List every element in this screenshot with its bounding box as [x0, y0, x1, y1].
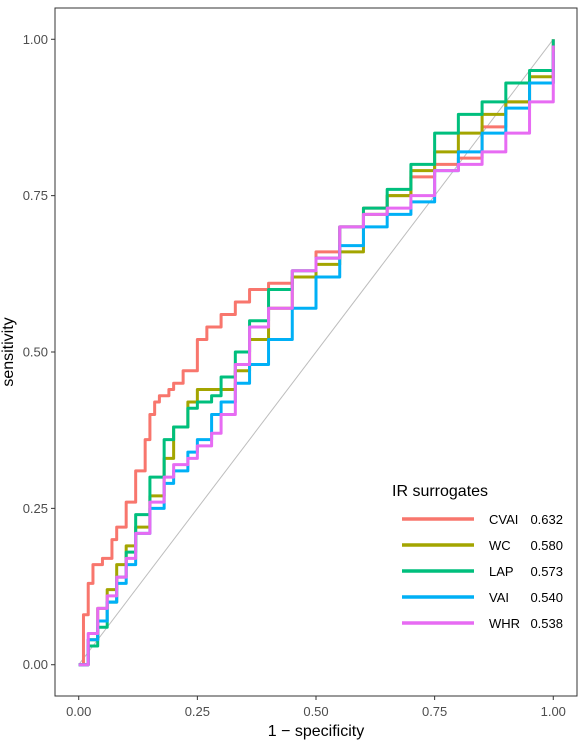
series-line-whr — [78, 45, 555, 667]
legend-value-lap: 0.573 — [530, 564, 563, 579]
legend: IR surrogates CVAI 0.632 WC 0.580 LAP 0.573 VA… — [392, 483, 563, 631]
legend-value-cvai: 0.632 — [530, 512, 563, 527]
y-tick-label: 0.50 — [23, 345, 48, 360]
x-tick-label: 0.00 — [66, 704, 91, 719]
x-tick-label: 0.50 — [303, 704, 328, 719]
y-tick-label: 0.25 — [23, 501, 48, 516]
legend-label-wc: WC — [489, 538, 511, 553]
y-axis-title: sensitivity — [0, 317, 17, 386]
y-tick-label: 0.75 — [23, 188, 48, 203]
x-tick-label: 0.75 — [422, 704, 447, 719]
legend-value-vai: 0.540 — [530, 590, 563, 605]
y-tick-label: 1.00 — [23, 32, 48, 47]
legend-label-lap: LAP — [489, 564, 514, 579]
legend-label-vai: VAI — [489, 590, 509, 605]
legend-title: IR surrogates — [392, 483, 488, 500]
legend-label-cvai: CVAI — [489, 512, 518, 527]
x-tick-label: 0.25 — [185, 704, 210, 719]
legend-label-whr: WHR — [489, 616, 520, 631]
reference-diagonal — [78, 38, 554, 666]
x-axis-title: 1 − specificity — [268, 723, 364, 740]
legend-value-whr: 0.538 — [530, 616, 563, 631]
y-tick-label: 0.00 — [23, 657, 48, 672]
legend-value-wc: 0.580 — [530, 538, 563, 553]
series-layer — [78, 39, 555, 667]
x-tick-label: 1.00 — [541, 704, 566, 719]
x-axis: 0.00 0.25 0.50 0.75 1.00 — [66, 696, 566, 719]
y-axis: 0.00 0.25 0.50 0.75 1.00 — [23, 32, 55, 672]
